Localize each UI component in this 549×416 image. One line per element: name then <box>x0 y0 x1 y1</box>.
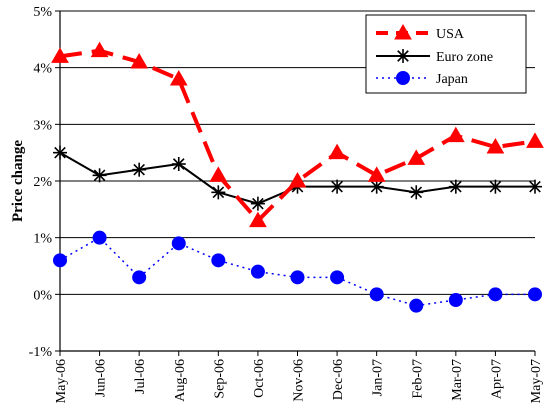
usa-marker <box>90 41 109 58</box>
x-tick-label: May-06 <box>54 359 69 403</box>
series-layer <box>51 41 544 313</box>
x-tick-label: Sep-06 <box>212 359 227 399</box>
euro-zone-marker-stroke <box>410 186 423 199</box>
usa-marker <box>51 47 69 63</box>
x-tick-label: Nov-06 <box>292 359 307 402</box>
usa-marker <box>288 171 307 188</box>
japan-marker <box>53 253 67 268</box>
euro-zone-marker-stroke <box>529 180 541 193</box>
x-tick-label: Jan-07 <box>371 359 386 396</box>
japan-marker <box>132 270 147 285</box>
usa-marker <box>249 211 267 228</box>
euro-zone-marker-stroke <box>212 186 225 199</box>
euro-zone-marker <box>396 49 410 63</box>
euro-zone-marker <box>250 196 265 211</box>
y-tick-label: 4% <box>33 62 52 77</box>
usa-marker <box>526 132 544 148</box>
x-tick-label: Jun-06 <box>94 359 109 397</box>
euro-zone-marker <box>171 157 186 171</box>
euro-zone-marker-stroke <box>252 197 264 210</box>
japan-marker <box>528 287 542 302</box>
japan-marker <box>250 264 265 279</box>
euro-zone-marker <box>369 179 384 194</box>
euro-zone-marker-stroke <box>397 50 409 62</box>
japan-marker <box>369 287 384 302</box>
y-tick-labels: -1% 0% 1% 2% 3% 4% 5% <box>29 5 53 360</box>
legend-japan-label: Japan <box>436 72 468 87</box>
usa-marker <box>367 166 386 182</box>
japan-marker <box>171 236 186 251</box>
euro-zone-marker-stroke <box>133 163 145 176</box>
legend: USA Euro zone Japan <box>365 14 527 94</box>
japan-marker <box>396 71 410 85</box>
euro-zone-marker-stroke <box>54 146 66 159</box>
euro-zone-marker <box>53 145 67 160</box>
euro-zone-marker <box>211 185 226 200</box>
usa-marker <box>486 137 505 154</box>
legend-euro-zone-label: Euro zone <box>436 50 493 65</box>
x-tick-label: Apr-07 <box>489 359 504 399</box>
euro-zone-marker-stroke <box>450 180 462 193</box>
usa-marker <box>407 149 426 165</box>
euro-zone-marker <box>528 179 542 194</box>
y-tick-label: 1% <box>33 232 52 247</box>
x-tick-label: Mar-07 <box>450 359 465 401</box>
euro-zone-marker <box>330 179 345 194</box>
euro-zone-marker-stroke <box>93 169 106 182</box>
x-tick-labels: May-06 Jun-06 Jul-06 Aug-06 Sep-06 Oct-06 Nov-… <box>54 359 544 403</box>
japan-marker <box>330 270 345 285</box>
legend-box <box>365 14 527 94</box>
usa-marker <box>446 126 465 143</box>
x-tick-label: Dec-06 <box>331 359 346 400</box>
usa-marker <box>394 23 412 40</box>
euro-zone-marker <box>132 162 147 177</box>
euro-zone-marker <box>448 179 463 194</box>
y-tick-label: 2% <box>33 175 52 190</box>
usa-marker <box>169 69 188 86</box>
x-tick-label: Aug-06 <box>173 359 188 402</box>
usa-marker <box>130 52 149 69</box>
x-tick-label: May-07 <box>529 359 544 403</box>
euro-zone-marker-stroke <box>331 180 343 193</box>
euro-zone-marker <box>92 168 107 183</box>
y-tick-label: -1% <box>29 345 53 360</box>
usa-marker <box>328 143 346 160</box>
y-tick-label: 0% <box>33 288 52 303</box>
euro-zone-marker-stroke <box>370 180 383 193</box>
y-tick-label: 3% <box>33 118 52 133</box>
y-axis-title: Price change <box>10 140 26 222</box>
y-tick-label: 5% <box>33 5 52 20</box>
x-tick-label: Feb-07 <box>410 359 425 399</box>
japan-marker <box>409 298 424 313</box>
japan-marker <box>92 230 107 245</box>
legend-usa-label: USA <box>436 27 465 42</box>
x-tick-label: Jul-06 <box>133 359 148 394</box>
japan-marker <box>448 293 463 307</box>
usa-marker <box>209 166 228 182</box>
euro-zone-marker-stroke <box>489 180 502 193</box>
euro-zone-marker-stroke <box>172 158 185 170</box>
euro-zone-marker <box>409 185 424 200</box>
japan-marker <box>211 253 226 268</box>
euro-zone-marker <box>488 179 503 194</box>
axes <box>55 10 536 356</box>
usa-series <box>51 41 544 228</box>
japan-marker <box>488 287 503 302</box>
japan-series <box>53 230 542 313</box>
x-tick-label: Oct-06 <box>252 359 267 398</box>
japan-marker <box>290 270 305 285</box>
